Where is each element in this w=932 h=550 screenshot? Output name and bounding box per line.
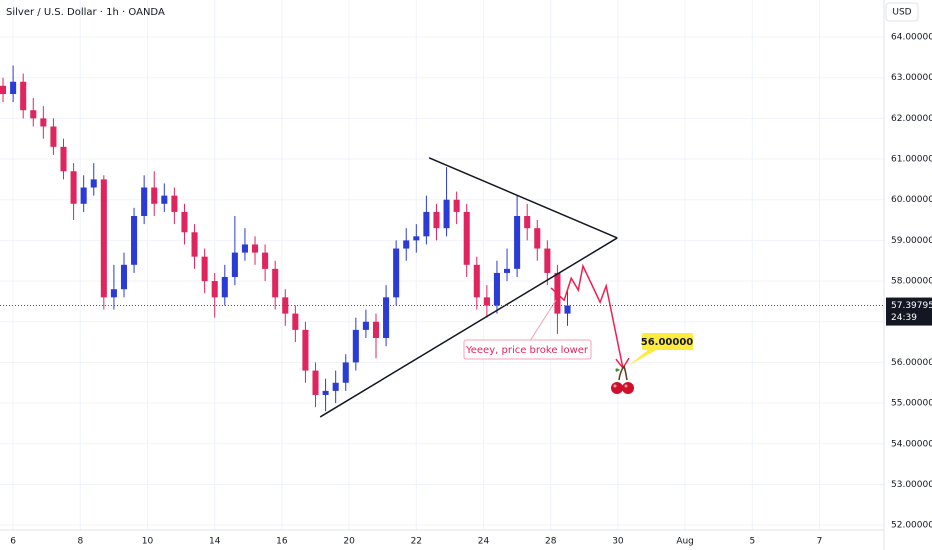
candle-body [151,187,158,204]
candle-body [131,215,138,265]
currency-box[interactable] [885,2,919,22]
candle-body [292,313,299,330]
candle-body [453,199,460,212]
candle-body [443,199,450,229]
y-tick-label: 63.00000 [891,73,932,83]
annotation-box [463,339,592,360]
candle-body [211,281,218,298]
candle-body [393,248,400,298]
candle-body [433,211,440,229]
candle-body [40,118,47,127]
candle-body [171,195,178,212]
cherry-icon [611,365,634,394]
candle-body [463,211,470,265]
last-price-label: 57.39795 [891,301,932,311]
candle-body [30,110,37,119]
x-tick-label: 24 [478,537,490,547]
x-tick-label: 6 [10,537,16,547]
candle-body [493,272,500,306]
y-tick-label: 52.00000 [891,521,932,531]
candle-body [383,297,390,339]
chart-title: Silver / U.S. Dollar · 1h · OANDA [6,7,165,18]
y-tick-label: 64.00000 [891,33,932,43]
x-tick-label: 30 [612,537,624,547]
candle-body [110,289,117,298]
x-tick-label: 20 [343,537,355,547]
candle-body [0,85,7,94]
candle-body [252,244,259,253]
projection-path [550,263,624,369]
candle-body [302,329,309,371]
y-tick-label: 62.00000 [891,114,932,124]
target-box [642,333,693,350]
candle-body [50,126,57,147]
candle-body [423,211,430,237]
x-tick-label: 7 [817,537,823,547]
candle-body [322,390,329,395]
candle-body [161,195,168,204]
x-tick-label: 5 [749,537,755,547]
candle-body [262,252,269,269]
candle-body [60,146,67,172]
candle-body [100,179,107,298]
candle-body [312,370,319,395]
trendline [319,237,618,418]
candle-body [241,244,248,253]
countdown: 24:39 [891,313,917,323]
x-tick-label: 22 [411,537,422,547]
candle-body [413,236,420,241]
candle-body [483,297,490,306]
candle-body [524,215,531,229]
candle-body [372,321,380,339]
plot [0,65,884,418]
x-tick-label: 14 [209,537,221,547]
y-tick-label: 55.00000 [891,399,932,409]
candle-body [473,264,480,298]
candle-body [141,187,148,216]
candle-body [272,268,279,298]
candle-body [20,81,27,111]
y-tick-label: 54.00000 [891,439,932,449]
candle-body [181,211,188,233]
x-tick-label: 28 [545,537,557,547]
candle-body [221,276,228,298]
candle-body [534,228,541,249]
candle-body [201,256,208,282]
currency[interactable]: USD [892,8,911,18]
y-tick-label: 53.00000 [891,480,932,490]
candle-body [332,382,339,391]
y-tick-label: 56.00000 [891,358,932,368]
annotation-leader [529,299,557,342]
grid [0,0,884,530]
y-tick-label: 59.00000 [891,236,932,246]
y-tick-label: 60.00000 [891,195,932,205]
candle-body [10,81,17,94]
target-label: 56.00000 [641,337,694,348]
y-tick-label: 58.00000 [891,277,932,287]
target-pointer [628,350,656,366]
annotation-text: Yeeey, price broke lower [465,345,589,356]
x-tick-label: 16 [276,537,288,547]
x-tick-label: 8 [77,537,83,547]
candle-body [564,305,571,314]
candle-body [544,248,551,273]
candle-body [403,240,410,249]
last-price-box [886,297,932,326]
trendline [428,157,618,239]
y-tick-label: 61.00000 [891,155,932,165]
candle-body [504,268,511,273]
candle-body [90,179,97,188]
candle-body [231,252,238,277]
candle-body [342,362,349,383]
candle-body [352,329,359,363]
candle-body [70,171,77,204]
candle-body [514,215,521,269]
candle-body [80,187,87,204]
x-tick-label: Aug [676,537,694,547]
x-tick-label: 10 [142,537,154,547]
candle-body [362,321,369,330]
candle-body [191,232,198,257]
candle-body [120,264,128,290]
